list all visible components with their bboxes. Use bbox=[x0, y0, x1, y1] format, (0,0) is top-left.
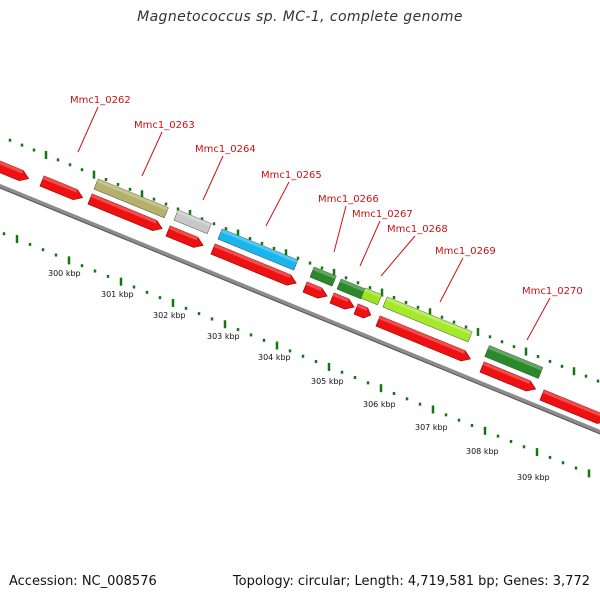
gene-label-Mmc1_0263: Mmc1_0263 bbox=[134, 120, 195, 131]
reverse-cds bbox=[302, 281, 328, 299]
reverse-cds-track bbox=[87, 193, 537, 392]
gene-pointer bbox=[333, 205, 347, 253]
gene-label-Mmc1_0269: Mmc1_0269 bbox=[435, 246, 496, 257]
genome-summary-text: Topology: circular; Length: 4,719,581 bp… bbox=[232, 574, 590, 589]
gene-pointer bbox=[359, 220, 381, 267]
gene-label-Mmc1_0270: Mmc1_0270 bbox=[522, 286, 583, 297]
scale-labels: 300 kbp 301 kbp 302 kbp 303 kbp 304 kbp 305 k… bbox=[48, 269, 550, 482]
gene-pointer bbox=[77, 106, 99, 153]
gene-Mmc1_0262 bbox=[93, 178, 169, 219]
gene-label-Mmc1_0266: Mmc1_0266 bbox=[318, 194, 379, 205]
scale-label: 303 kbp bbox=[207, 332, 240, 341]
gene-label-Mmc1_0267: Mmc1_0267 bbox=[352, 209, 413, 220]
reverse-cds bbox=[87, 193, 163, 231]
scale-label: 304 kbp bbox=[258, 353, 291, 362]
inner-gc-ticks bbox=[2, 232, 591, 478]
gene-label-Mmc1_0268: Mmc1_0268 bbox=[387, 224, 448, 235]
genome-backbone bbox=[0, 183, 600, 435]
gene-pointer bbox=[202, 155, 224, 201]
gene-Mmc1_0267 bbox=[360, 287, 383, 306]
scale-label: 305 kbp bbox=[311, 377, 344, 386]
forward-cds bbox=[539, 389, 600, 424]
scale-label: 302 kbp bbox=[153, 311, 186, 320]
gene-pointer bbox=[380, 235, 416, 277]
outer-gc-ticks bbox=[8, 138, 600, 383]
scale-label: 307 kbp bbox=[415, 423, 448, 432]
forward-cds-track bbox=[0, 156, 600, 424]
reverse-cds bbox=[210, 243, 297, 286]
reverse-cds bbox=[165, 225, 204, 248]
genome-backbone-shadow bbox=[0, 187, 600, 435]
forward-cds bbox=[39, 175, 84, 201]
reverse-cds bbox=[353, 303, 372, 319]
gene-label-Mmc1_0264: Mmc1_0264 bbox=[195, 144, 256, 155]
gene-pointer bbox=[439, 257, 464, 303]
gene-Mmc1_0264 bbox=[217, 228, 299, 271]
forward-cds bbox=[0, 156, 30, 182]
gene-label-Mmc1_0262: Mmc1_0262 bbox=[70, 95, 131, 106]
reverse-cds bbox=[329, 292, 355, 310]
gene-Mmc1_0270 bbox=[484, 345, 544, 379]
scale-label: 301 kbp bbox=[101, 290, 134, 299]
map-title: Magnetococcus sp. MC-1, complete genome bbox=[137, 9, 463, 25]
scale-label: 308 kbp bbox=[466, 447, 499, 456]
scale-label: 306 kbp bbox=[363, 400, 396, 409]
gene-pointer bbox=[141, 131, 163, 177]
reverse-cds bbox=[375, 315, 472, 362]
gene-Mmc1_0269 bbox=[382, 296, 473, 343]
scale-label: 309 kbp bbox=[517, 473, 550, 482]
gene-labels: Mmc1_0262 Mmc1_0263 Mmc1_0264 Mmc1_0265 Mmc1… bbox=[70, 95, 583, 341]
gene-features bbox=[93, 178, 544, 379]
gene-label-Mmc1_0265: Mmc1_0265 bbox=[261, 170, 322, 181]
gene-Mmc1_0266 bbox=[336, 278, 366, 300]
scale-label: 300 kbp bbox=[48, 269, 81, 278]
gene-pointer bbox=[265, 181, 290, 227]
reverse-cds bbox=[479, 361, 537, 392]
gene-pointer bbox=[526, 297, 551, 341]
gene-Mmc1_0263 bbox=[173, 209, 212, 234]
gene-Mmc1_0265 bbox=[309, 266, 337, 287]
accession-text: Accession: NC_008576 bbox=[9, 574, 157, 589]
